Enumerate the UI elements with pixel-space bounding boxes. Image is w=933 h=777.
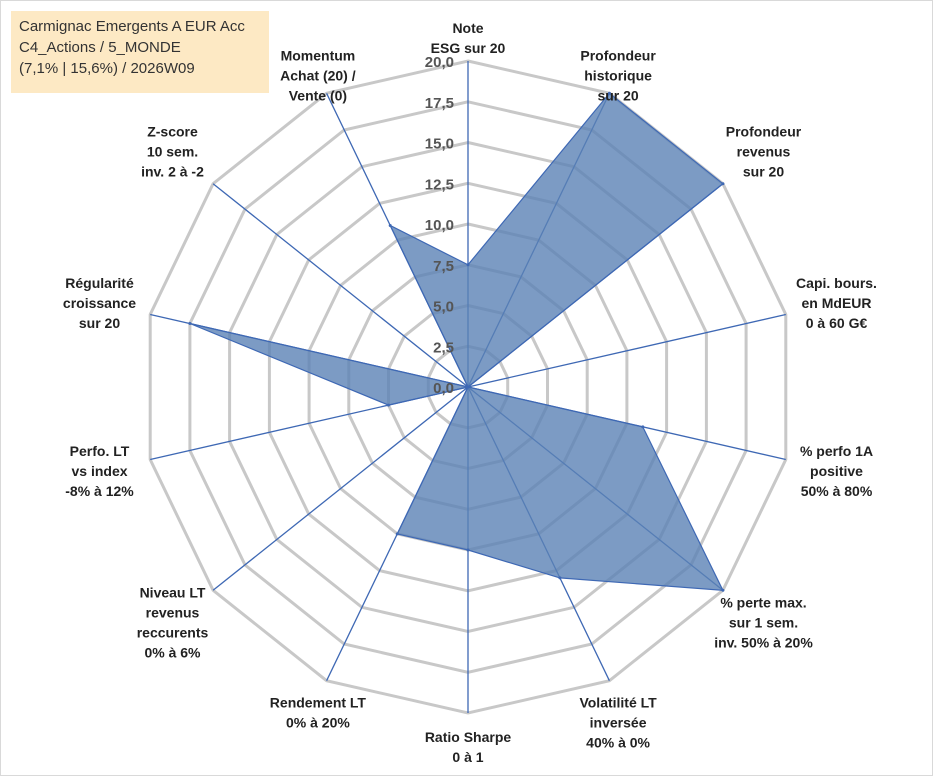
tick-label-1: 2,5 bbox=[433, 339, 454, 356]
axis-label-3-line-1: en MdEUR bbox=[802, 295, 872, 311]
axis-label-12: Z-score 10 sem. inv. 2 à -2 bbox=[141, 123, 204, 179]
axis-label-4: % perfo 1A positive 50% à 80% bbox=[800, 443, 873, 499]
spoke-3 bbox=[467, 313, 786, 388]
data-point-0 bbox=[466, 263, 470, 267]
tick-label-3: 7,5 bbox=[433, 258, 454, 275]
axis-label-13-line-0: Momentum bbox=[281, 47, 356, 63]
axis-label-2-line-2: sur 20 bbox=[743, 163, 784, 179]
axis-label-0: Note ESG sur 20 bbox=[431, 20, 506, 56]
axis-label-10-line-2: -8% à 12% bbox=[65, 483, 134, 499]
axis-label-11-line-2: sur 20 bbox=[79, 315, 120, 331]
axis-label-1: Profondeur historique sur 20 bbox=[580, 47, 656, 103]
axis-label-2-line-0: Profondeur bbox=[726, 123, 802, 139]
axis-label-9-line-0: Niveau LT bbox=[140, 585, 206, 601]
axis-label-6-line-0: Volatilité LT bbox=[579, 695, 657, 711]
axis-label-8-line-1: 0% à 20% bbox=[286, 715, 350, 731]
axis-label-2-line-1: revenus bbox=[737, 143, 791, 159]
axis-label-4-line-2: 50% à 80% bbox=[801, 483, 873, 499]
axis-label-9-line-2: reccurents bbox=[137, 625, 209, 641]
axis-label-2: Profondeur revenus sur 20 bbox=[726, 123, 802, 179]
series-area-0 bbox=[189, 92, 724, 591]
data-point-1 bbox=[607, 91, 611, 95]
axis-label-7: Ratio Sharpe 0 à 1 bbox=[425, 729, 512, 765]
axis-label-11-line-1: croissance bbox=[63, 295, 136, 311]
axis-label-3-line-0: Capi. bours. bbox=[796, 275, 877, 291]
axis-label-5-line-2: inv. 50% à 20% bbox=[714, 635, 813, 651]
axis-label-8-line-0: Rendement LT bbox=[270, 695, 367, 711]
axis-label-10: Perfo. LT vs index -8% à 12% bbox=[65, 443, 134, 499]
axis-label-1-line-2: sur 20 bbox=[597, 87, 638, 103]
axis-label-12-line-2: inv. 2 à -2 bbox=[141, 163, 204, 179]
axis-label-9-line-1: revenus bbox=[146, 605, 200, 621]
axis-label-11: Régularité croissance sur 20 bbox=[63, 275, 136, 331]
axis-label-5-line-1: sur 1 sem. bbox=[729, 615, 798, 631]
data-point-5 bbox=[721, 588, 725, 592]
axis-label-12-line-1: 10 sem. bbox=[147, 143, 198, 159]
data-point-10 bbox=[387, 403, 390, 407]
data-point-7 bbox=[466, 548, 470, 552]
data-point-12 bbox=[466, 385, 470, 389]
chart-title-box: Carmignac Emergents A EUR Acc C4_Actions… bbox=[11, 11, 269, 93]
axis-label-13-line-1: Achat (20) / bbox=[280, 67, 356, 83]
data-point-11 bbox=[188, 322, 192, 325]
axis-label-12-line-0: Z-score bbox=[147, 123, 198, 139]
data-point-8 bbox=[395, 532, 399, 536]
series-layer bbox=[188, 91, 725, 592]
axis-label-4-line-0: % perfo 1A bbox=[800, 443, 873, 459]
data-point-6 bbox=[558, 576, 562, 580]
axis-label-6-line-1: inversée bbox=[590, 715, 647, 731]
axis-label-4-line-1: positive bbox=[810, 463, 863, 479]
radial-tick-labels: 0,0 2,5 5,0 7,5 10,0 12,5 15,0 17,5 20,0 bbox=[425, 54, 454, 397]
spoke-12 bbox=[212, 183, 469, 388]
data-point-13 bbox=[388, 224, 392, 227]
axis-label-10-line-1: vs index bbox=[71, 463, 127, 479]
tick-label-4: 10,0 bbox=[425, 217, 454, 234]
axis-label-8: Rendement LT 0% à 20% bbox=[270, 695, 367, 731]
axis-label-10-line-0: Perfo. LT bbox=[70, 443, 130, 459]
axis-label-5-line-0: % perte max. bbox=[720, 595, 806, 611]
axis-label-1-line-0: Profondeur bbox=[580, 47, 656, 63]
axis-label-9-line-3: 0% à 6% bbox=[144, 645, 201, 661]
title-line-fund: Carmignac Emergents A EUR Acc bbox=[19, 18, 245, 35]
axis-label-13-line-2: Vente (0) bbox=[289, 87, 347, 103]
data-point-2 bbox=[721, 182, 725, 186]
axis-label-0-line-1: ESG sur 20 bbox=[431, 40, 506, 56]
axis-label-5: % perte max. sur 1 sem. inv. 50% à 20% bbox=[714, 595, 813, 651]
spoke-9 bbox=[212, 386, 469, 591]
axis-label-11-line-0: Régularité bbox=[65, 275, 134, 291]
axis-label-9: Niveau LT revenus reccurents 0% à 6% bbox=[137, 585, 209, 661]
tick-label-7: 17,5 bbox=[425, 95, 454, 112]
title-line-stats: (7,1% | 15,6%) / 2026W09 bbox=[19, 60, 195, 77]
axis-label-0-line-0: Note bbox=[452, 20, 483, 36]
axis-label-6: Volatilité LT inversée 40% à 0% bbox=[579, 695, 657, 751]
tick-label-6: 15,0 bbox=[425, 136, 454, 153]
title-line-category: C4_Actions / 5_MONDE bbox=[19, 39, 181, 56]
tick-label-5: 12,5 bbox=[425, 176, 454, 193]
axis-label-3-line-2: 0 à 60 G€ bbox=[806, 315, 868, 331]
axis-label-1-line-1: historique bbox=[584, 67, 652, 83]
axis-label-7-line-0: Ratio Sharpe bbox=[425, 729, 512, 745]
tick-label-8: 20,0 bbox=[425, 54, 454, 71]
axis-label-7-line-1: 0 à 1 bbox=[452, 749, 483, 765]
axis-label-13: Momentum Achat (20) / Vente (0) bbox=[280, 47, 356, 103]
data-point-4 bbox=[641, 425, 645, 429]
tick-label-2: 5,0 bbox=[433, 299, 454, 316]
tick-label-0: 0,0 bbox=[433, 380, 454, 397]
axis-labels: Note ESG sur 20 Profondeur historique sur 20… bbox=[63, 20, 877, 765]
axis-label-3: Capi. bours. en MdEUR 0 à 60 G€ bbox=[796, 275, 877, 331]
axis-label-6-line-2: 40% à 0% bbox=[586, 735, 650, 751]
